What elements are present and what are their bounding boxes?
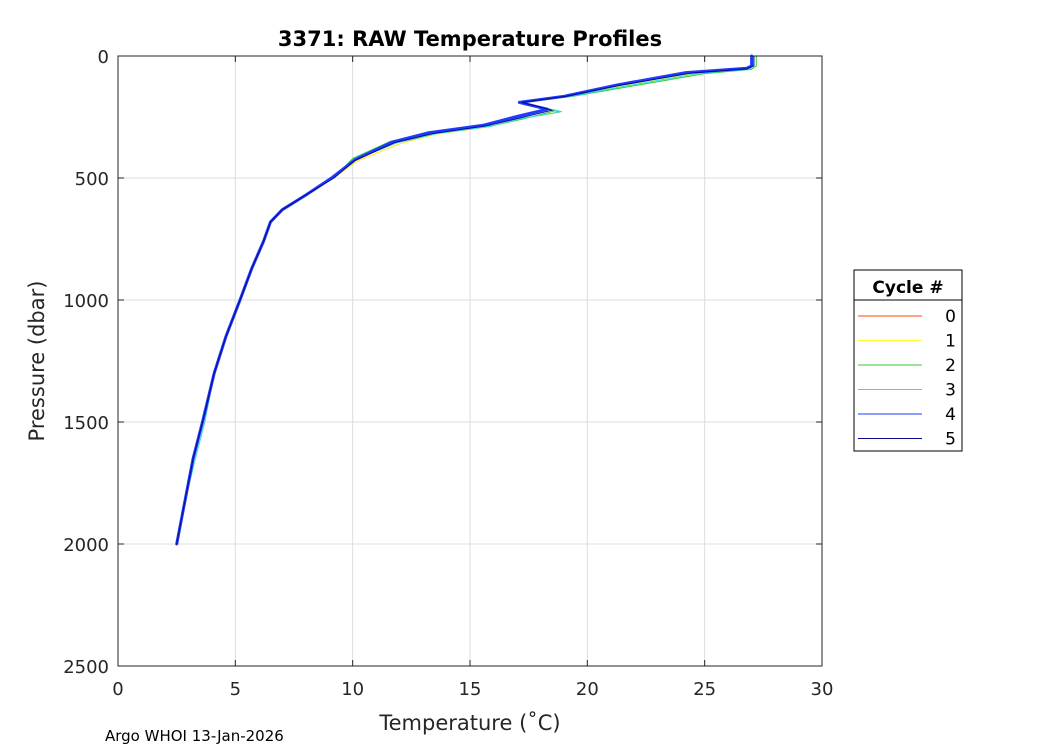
y-tick-label: 0 — [98, 47, 109, 68]
y-tick-label: 1000 — [63, 291, 109, 312]
legend-title: Cycle # — [872, 278, 943, 298]
legend-label-cycle-5: 5 — [945, 430, 956, 450]
x-tick-label: 10 — [341, 679, 364, 700]
legend-label-cycle-4: 4 — [945, 405, 956, 425]
x-tick-label: 20 — [576, 679, 599, 700]
ticks: 0 5 10 15 20 25 30 0 500 1000 1500 2000 2500 — [63, 47, 833, 700]
footer-credit: Argo WHOI 13-Jan-2026 — [105, 727, 284, 745]
series-lines — [175, 54, 757, 546]
legend-label-cycle-2: 2 — [945, 356, 956, 376]
x-tick-label: 0 — [112, 679, 123, 700]
legend-entries: 0 1 2 3 4 5 — [858, 307, 956, 450]
legend-label-cycle-1: 1 — [945, 332, 956, 352]
chart-title: 3371: RAW Temperature Profiles — [278, 27, 662, 51]
x-tick-label: 5 — [230, 679, 241, 700]
y-tick-label: 2000 — [63, 535, 109, 556]
y-axis-label: Pressure (dbar) — [25, 281, 49, 442]
x-axis-label: Temperature (˚C) — [378, 711, 560, 735]
y-tick-label: 500 — [75, 169, 109, 190]
legend-label-cycle-3: 3 — [945, 381, 956, 401]
y-tick-label: 2500 — [63, 657, 109, 678]
series-line-cycle-5 — [176, 55, 755, 545]
legend: Cycle # 0 1 2 3 4 5 — [853, 269, 963, 452]
x-tick-label: 30 — [811, 679, 834, 700]
legend-label-cycle-0: 0 — [945, 307, 956, 327]
x-tick-label: 15 — [459, 679, 482, 700]
y-tick-label: 1500 — [63, 413, 109, 434]
x-tick-label: 25 — [693, 679, 716, 700]
